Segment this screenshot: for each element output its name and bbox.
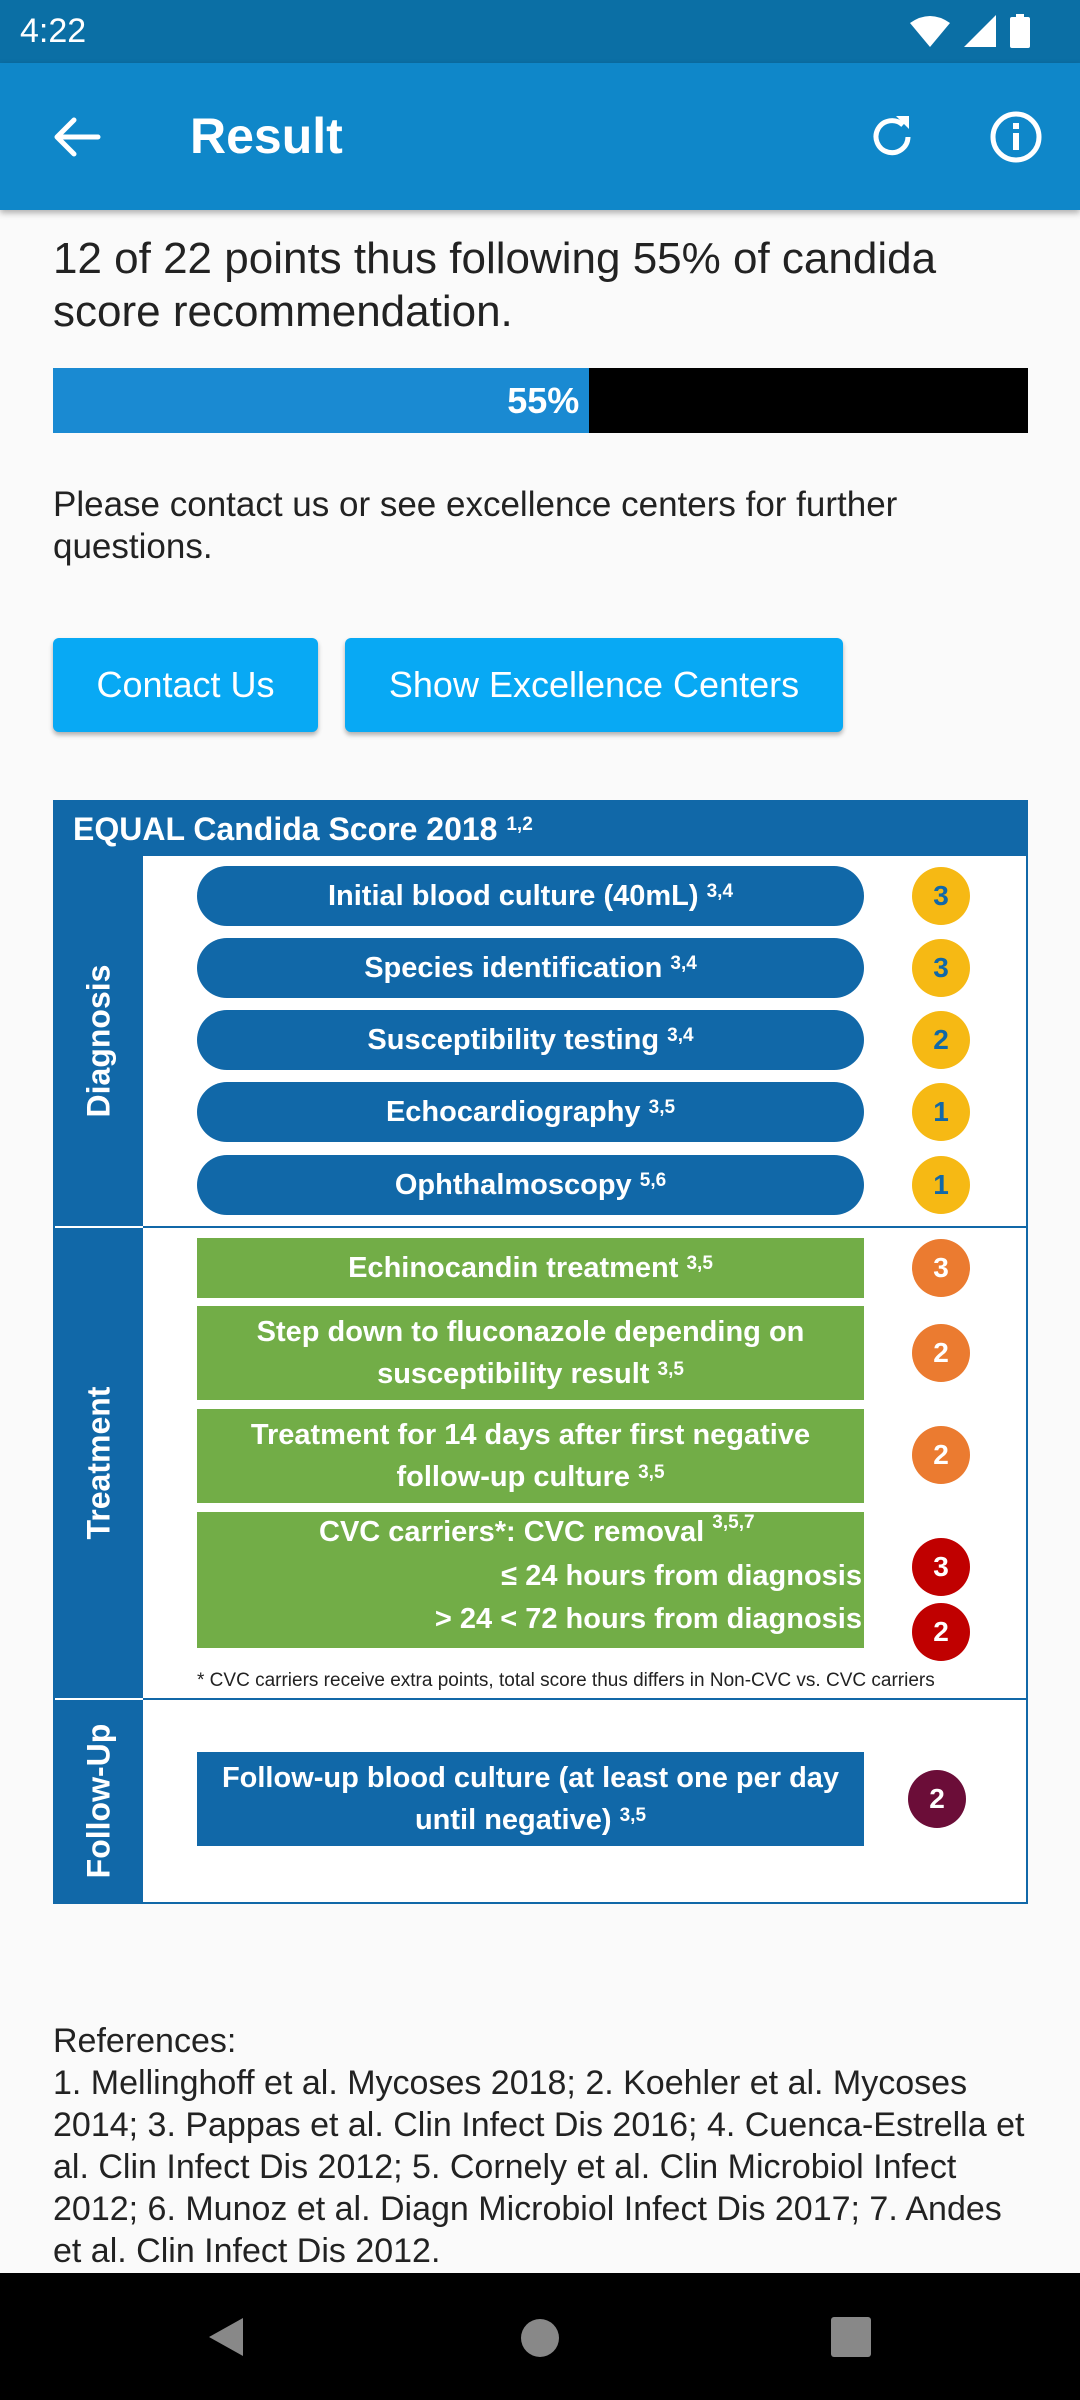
section-divider <box>143 1226 1026 1228</box>
status-bar: 4:22 <box>0 0 1080 63</box>
treatment-item: Echinocandin treatment 3,5 <box>197 1238 864 1298</box>
points-badge: 1 <box>912 1156 970 1214</box>
recents-square-icon[interactable] <box>831 2317 871 2357</box>
section-divider <box>143 1698 1026 1700</box>
diagnosis-item: Susceptibility testing 3,4 <box>197 1010 864 1070</box>
status-icons <box>910 14 1030 48</box>
points-badge: 3 <box>912 939 970 997</box>
system-nav-bar <box>0 2273 1080 2400</box>
score-summary: 12 of 22 points thus following 55% of ca… <box>53 234 937 336</box>
points-badge: 2 <box>908 1770 966 1828</box>
page-title: Result <box>190 108 343 164</box>
diagnosis-item: Echocardiography 3,5 <box>197 1082 864 1142</box>
info-icon[interactable] <box>986 107 1046 167</box>
references: References: 1. Mellinghoff et al. Mycose… <box>53 2020 1028 2272</box>
back-triangle-icon[interactable] <box>205 2316 247 2358</box>
points-badge: 2 <box>912 1426 970 1484</box>
home-circle-icon[interactable] <box>519 2317 561 2359</box>
contact-info-text: Please contact us or see excellence cent… <box>53 485 898 566</box>
wifi-icon <box>910 16 950 47</box>
points-badge: 3 <box>912 1538 970 1596</box>
progress-fill: 55% <box>53 368 590 433</box>
points-badge: 2 <box>912 1011 970 1069</box>
diagnosis-item: Species identification 3,4 <box>197 938 864 998</box>
cvc-footnote: * CVC carriers receive extra points, tot… <box>197 1670 935 1691</box>
progress-label: 55% <box>507 380 580 421</box>
back-arrow-icon[interactable] <box>46 107 106 167</box>
references-text: 1. Mellinghoff et al. Mycoses 2018; 2. K… <box>53 2064 1025 2270</box>
points-badge: 1 <box>912 1083 970 1141</box>
status-time: 4:22 <box>20 12 87 50</box>
candida-score-table: EQUAL Candida Score 2018 1,2 Diagnosis I… <box>53 800 1028 1904</box>
contact-us-button[interactable]: Contact Us <box>53 638 318 732</box>
section-label-diagnosis: Diagnosis <box>55 856 143 1226</box>
points-badge: 3 <box>912 867 970 925</box>
diagnosis-item: Initial blood culture (40mL) 3,4 <box>197 866 864 926</box>
diagnosis-item: Ophthalmoscopy 5,6 <box>197 1155 864 1215</box>
section-label-followup: Follow-Up <box>55 1700 143 1902</box>
treatment-item: Step down to fluconazole depending on su… <box>197 1306 864 1400</box>
treatment-item: Treatment for 14 days after first negati… <box>197 1409 864 1503</box>
battery-icon <box>1010 14 1030 48</box>
score-progress-bar: 55% <box>53 368 1028 433</box>
points-badge: 3 <box>912 1239 970 1297</box>
cellular-signal-icon <box>964 15 996 47</box>
refresh-icon[interactable] <box>862 107 922 167</box>
app-bar: Result <box>0 63 1080 210</box>
show-excellence-centers-button[interactable]: Show Excellence Centers <box>345 638 843 732</box>
references-heading: References: <box>53 2022 237 2060</box>
points-badge: 2 <box>912 1324 970 1382</box>
points-badge: 2 <box>912 1603 970 1661</box>
score-table-title: EQUAL Candida Score 2018 1,2 <box>55 802 1026 856</box>
followup-item: Follow-up blood culture (at least one pe… <box>197 1752 864 1846</box>
treatment-item-cvc: CVC carriers*: CVC removal 3,5,7 ≤ 24 ho… <box>197 1512 864 1648</box>
section-label-treatment: Treatment <box>55 1228 143 1698</box>
